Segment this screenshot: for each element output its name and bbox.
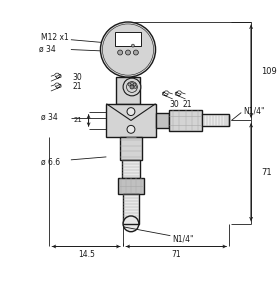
Text: ø 34: ø 34 [39,45,56,54]
Circle shape [128,83,131,86]
Bar [123,194,139,224]
Bar [106,104,156,137]
Bar [116,77,140,104]
Bar [118,178,144,194]
Bar [120,137,142,160]
Text: 71: 71 [172,250,181,259]
Circle shape [130,85,134,89]
Circle shape [127,108,135,116]
Text: 21: 21 [74,118,83,124]
Text: ø 34: ø 34 [41,113,58,122]
Circle shape [102,24,154,75]
Text: 21: 21 [182,100,192,109]
Circle shape [131,82,133,85]
Circle shape [123,78,141,96]
Bar [169,110,202,131]
Bar [115,32,141,46]
Text: N1/4": N1/4" [172,234,194,243]
Text: 30: 30 [73,73,83,82]
Text: 21: 21 [73,82,82,91]
Bar [156,112,169,128]
Circle shape [127,125,135,133]
Circle shape [133,83,136,86]
Text: 30: 30 [169,100,179,109]
Bar [202,114,229,126]
Circle shape [134,85,137,88]
Circle shape [126,50,131,55]
Circle shape [123,216,139,232]
Bar [122,160,140,178]
Text: 14.5: 14.5 [78,250,95,259]
Circle shape [100,22,156,77]
Text: 109: 109 [261,67,277,76]
Text: N1/4": N1/4" [243,106,265,115]
Circle shape [118,50,122,55]
Circle shape [131,44,134,47]
Text: ø 6.6: ø 6.6 [41,157,61,166]
Circle shape [133,50,138,55]
Text: 71: 71 [261,168,271,177]
Text: M12 x1: M12 x1 [41,33,69,42]
